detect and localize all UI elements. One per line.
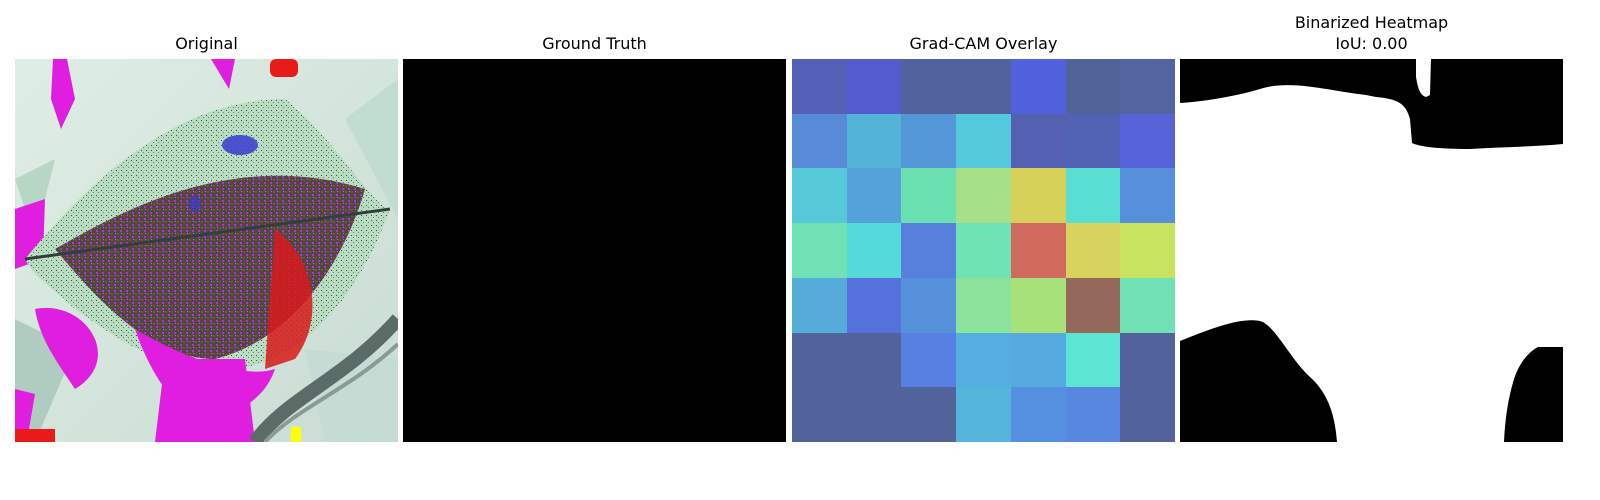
heatmap-cell [1065, 277, 1121, 333]
heatmap-cell [792, 113, 847, 169]
heatmap-cell [956, 168, 1011, 224]
heatmap-cell [1010, 168, 1066, 224]
ground-truth-title: Ground Truth [542, 34, 647, 53]
heatmap-cell [846, 332, 902, 388]
heatmap-cell [1120, 277, 1175, 333]
heatmap-cell [846, 113, 902, 169]
heatmap-cell [1010, 113, 1066, 169]
heatmap-cell [956, 277, 1011, 333]
binarized-mask [1180, 59, 1563, 442]
heatmap-cell [1065, 223, 1121, 278]
heatmap-cell [1120, 387, 1175, 442]
heatmap-cell [792, 277, 847, 333]
heatmap-cell [1120, 168, 1175, 224]
heatmap-cell [1010, 277, 1066, 333]
binarized-shape [1180, 59, 1563, 442]
heatmap-cell [792, 332, 847, 388]
heatmap-cell [1065, 113, 1121, 169]
heatmap-cell [846, 168, 902, 224]
heatmap-cell [1120, 332, 1175, 388]
ground-truth-mask [403, 59, 786, 442]
heatmap-cell [846, 277, 902, 333]
heatmap-cell [846, 59, 902, 114]
heatmap-cell [792, 168, 847, 224]
gradcam-panel: Grad-CAM Overlay [792, 0, 1175, 444]
heatmap-cell [956, 113, 1011, 169]
original-image [15, 59, 398, 442]
heatmap-cell [1120, 59, 1175, 114]
ground-truth-panel: Ground Truth [403, 0, 786, 444]
heatmap-cell [1065, 387, 1121, 442]
heatmap-cell [956, 223, 1011, 278]
heatmap-cell [792, 59, 847, 114]
original-panel: Original [15, 0, 398, 444]
heatmap-cell [901, 59, 957, 114]
heatmap-cell [1010, 223, 1066, 278]
heatmap-cell [956, 59, 1011, 114]
binarized-panel: Binarized Heatmap IoU: 0.00 [1180, 0, 1563, 444]
heatmap-cell [792, 223, 847, 278]
heatmap-cell [1065, 332, 1121, 388]
gradcam-title: Grad-CAM Overlay [909, 34, 1058, 53]
heatmap-cell [901, 387, 957, 442]
heatmap-cell [1120, 223, 1175, 278]
heatmap-cell [901, 168, 957, 224]
iou-label: IoU: 0.00 [1335, 34, 1408, 53]
heatmap-cell [956, 387, 1011, 442]
heatmap-cell [1010, 332, 1066, 388]
heatmap-cell [901, 277, 957, 333]
heatmap-cell [901, 113, 957, 169]
heatmap-cell [1120, 113, 1175, 169]
heatmap-cell [792, 387, 847, 442]
heatmap-cell [1010, 59, 1066, 114]
heatmap-cell [1065, 59, 1121, 114]
leaf-image [15, 59, 398, 442]
gradcam-heatmap [792, 59, 1175, 442]
heatmap-cell [846, 387, 902, 442]
heatmap-cell [901, 332, 957, 388]
heatmap-cell [901, 223, 957, 278]
heatmap-cell [956, 332, 1011, 388]
heatmap-cell [846, 223, 902, 278]
original-title: Original [175, 34, 238, 53]
binarized-title: Binarized Heatmap [1294, 13, 1449, 32]
heatmap-cell [1010, 387, 1066, 442]
heatmap-cell [1065, 168, 1121, 224]
